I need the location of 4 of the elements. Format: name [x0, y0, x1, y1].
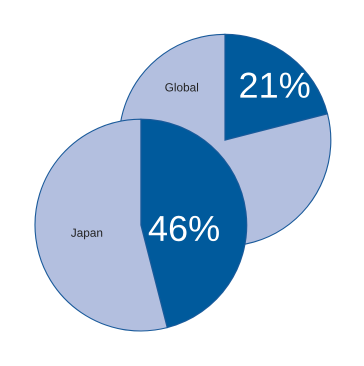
text: Global: [165, 82, 198, 92]
data-label: 46%: [148, 216, 219, 242]
data-label: 21%: [240, 72, 310, 98]
text: Japan: [70, 228, 102, 240]
